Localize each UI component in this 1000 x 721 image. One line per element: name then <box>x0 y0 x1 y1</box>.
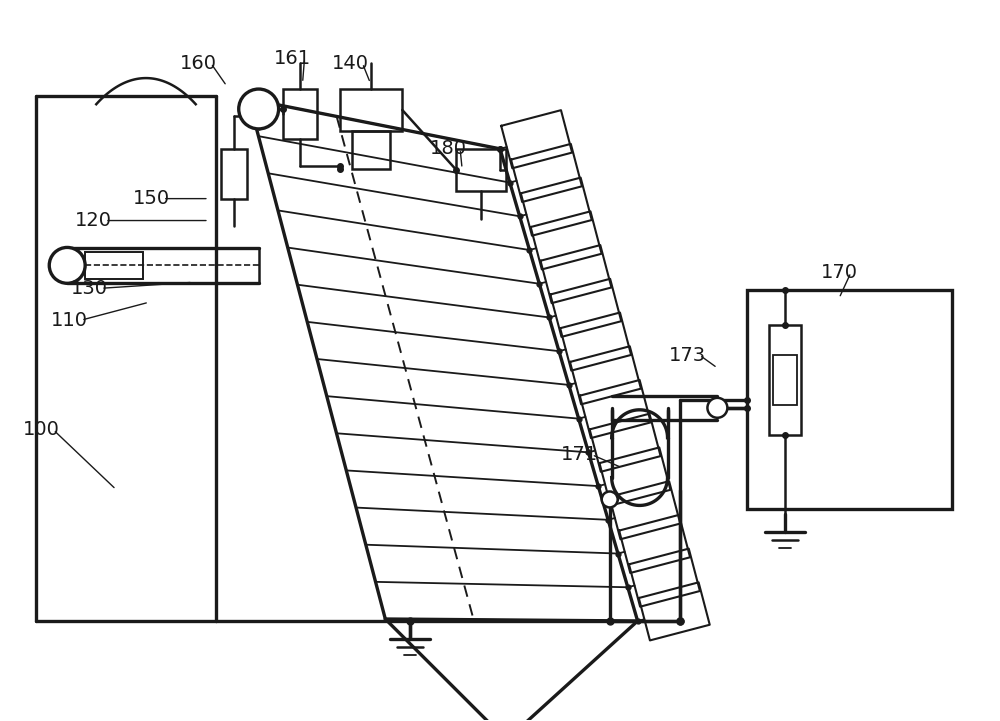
Text: 110: 110 <box>51 311 88 329</box>
Text: 130: 130 <box>71 279 108 298</box>
Text: 140: 140 <box>332 53 369 73</box>
Text: 100: 100 <box>23 420 60 439</box>
Circle shape <box>602 492 618 508</box>
Text: 173: 173 <box>669 345 706 365</box>
Text: 180: 180 <box>430 139 467 159</box>
Bar <box>221 149 247 198</box>
Text: 150: 150 <box>132 189 170 208</box>
Circle shape <box>49 247 85 283</box>
Text: 120: 120 <box>75 211 112 230</box>
Bar <box>747 291 952 510</box>
Text: 161: 161 <box>274 49 311 68</box>
Bar <box>85 252 143 279</box>
Bar <box>340 89 402 131</box>
Circle shape <box>239 89 279 129</box>
Bar <box>283 89 317 139</box>
Circle shape <box>707 398 727 417</box>
Bar <box>352 131 390 169</box>
Bar <box>456 149 506 190</box>
Bar <box>773 355 797 404</box>
Text: 170: 170 <box>821 263 858 282</box>
Text: 160: 160 <box>180 53 217 73</box>
Bar <box>769 325 801 435</box>
Text: 171: 171 <box>561 445 598 464</box>
